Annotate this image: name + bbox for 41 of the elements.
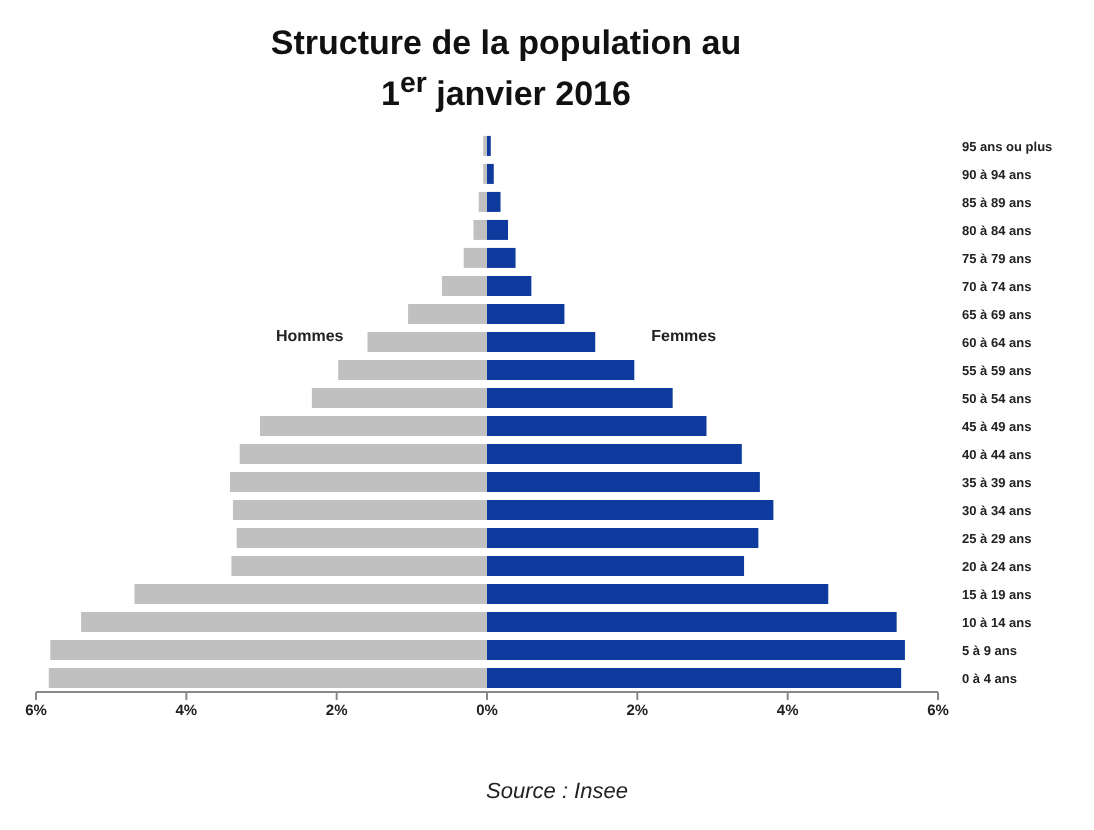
bar bbox=[81, 611, 487, 632]
bar bbox=[487, 499, 774, 520]
bar bbox=[487, 611, 897, 632]
bar bbox=[134, 583, 487, 604]
bar bbox=[478, 191, 487, 212]
bar bbox=[232, 499, 487, 520]
bar bbox=[487, 219, 509, 240]
bar bbox=[487, 583, 829, 604]
bar bbox=[487, 331, 596, 352]
bar bbox=[463, 247, 487, 268]
bar bbox=[311, 387, 487, 408]
bar bbox=[50, 639, 487, 660]
chart-title: Structure de la population au 1$^{er}$ janvier 2016 bbox=[268, 22, 744, 118]
bar bbox=[408, 303, 487, 324]
bar bbox=[487, 443, 742, 464]
bar bbox=[487, 527, 759, 548]
bar bbox=[487, 415, 707, 436]
bar bbox=[487, 303, 565, 324]
bar bbox=[487, 275, 532, 296]
bar bbox=[338, 359, 487, 380]
series-label: Hommes bbox=[275, 326, 345, 345]
bar bbox=[367, 331, 487, 352]
bar bbox=[487, 359, 635, 380]
bar bbox=[236, 527, 487, 548]
bar bbox=[487, 247, 516, 268]
bar bbox=[441, 275, 487, 296]
bar bbox=[231, 555, 487, 576]
bar bbox=[260, 415, 487, 436]
source-note: Source : Insee bbox=[484, 780, 630, 804]
bar bbox=[487, 639, 905, 660]
bar bbox=[487, 667, 902, 688]
bar bbox=[473, 219, 487, 240]
bar bbox=[229, 471, 487, 492]
bar bbox=[239, 443, 487, 464]
bar bbox=[487, 191, 501, 212]
bar bbox=[487, 471, 760, 492]
bar bbox=[487, 387, 673, 408]
bar bbox=[48, 667, 487, 688]
bar bbox=[487, 555, 745, 576]
bar bbox=[487, 163, 494, 184]
series-label: Femmes bbox=[651, 326, 718, 345]
